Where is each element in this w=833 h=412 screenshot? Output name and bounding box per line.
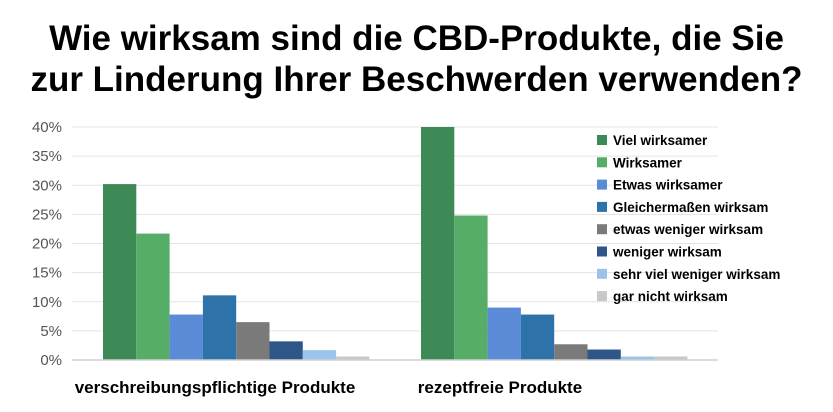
x-category-label: verschreibungspflichtige Produkte xyxy=(75,378,356,397)
bar xyxy=(654,356,688,360)
x-axis: verschreibungspflichtige Produkte rezeptf… xyxy=(72,359,718,397)
legend-label: etwas weniger wirksam xyxy=(613,222,763,237)
legend-label: gar nicht wirksam xyxy=(613,289,728,304)
grid-lines xyxy=(72,126,718,332)
y-axis: 0% 5% 10% 15% 20% 25% 30% 35% 40% xyxy=(32,119,62,369)
bar xyxy=(103,184,137,360)
bar xyxy=(487,307,521,360)
legend-label: Etwas wirksamer xyxy=(613,178,723,193)
bar xyxy=(269,341,303,360)
legend: Viel wirksamer Wirksamer Etwas wirksamer Gl… xyxy=(597,133,780,304)
bar xyxy=(520,314,555,360)
bar xyxy=(587,349,621,360)
chart-title-line-2: zur Linderung Ihrer Beschwerden verwende… xyxy=(30,60,803,99)
bar xyxy=(336,356,370,360)
legend-swatch xyxy=(597,201,607,212)
bar xyxy=(202,295,237,360)
y-tick-label: 40% xyxy=(32,119,62,136)
legend-label: Viel wirksamer xyxy=(613,133,708,148)
legend-label: sehr viel weniger wirksam xyxy=(613,267,780,282)
y-tick-label: 20% xyxy=(32,236,62,253)
bar xyxy=(421,127,455,360)
legend-label: Wirksamer xyxy=(613,155,683,170)
y-tick-label: 5% xyxy=(40,323,62,340)
y-tick-label: 15% xyxy=(32,265,62,282)
chart-title-line-1: Wie wirksam sind die CBD-Produkte, die S… xyxy=(49,19,784,58)
bars xyxy=(103,127,688,360)
bar xyxy=(136,233,170,360)
legend-swatch xyxy=(597,246,607,257)
y-tick-label: 0% xyxy=(40,352,62,369)
legend-label: weniger wirksam xyxy=(612,245,722,260)
bar xyxy=(554,344,588,360)
legend-swatch xyxy=(597,157,607,168)
chart-title: Wie wirksam sind die CBD-Produkte, die S… xyxy=(0,18,833,100)
y-tick-label: 10% xyxy=(32,294,62,311)
legend-swatch xyxy=(597,224,607,235)
legend-label: Gleichermaßen wirksam xyxy=(613,200,768,215)
bar xyxy=(302,350,337,360)
bar xyxy=(454,215,488,360)
y-tick-label: 25% xyxy=(32,206,62,223)
x-category-label: rezeptfreie Produkte xyxy=(418,378,582,397)
bar xyxy=(169,314,203,360)
y-tick-label: 30% xyxy=(32,177,62,194)
y-tick-label: 35% xyxy=(32,148,62,165)
bar xyxy=(620,356,655,360)
bar xyxy=(236,322,270,360)
legend-swatch xyxy=(597,135,607,145)
legend-swatch xyxy=(597,268,607,279)
legend-swatch xyxy=(597,179,607,190)
legend-swatch xyxy=(597,291,607,302)
